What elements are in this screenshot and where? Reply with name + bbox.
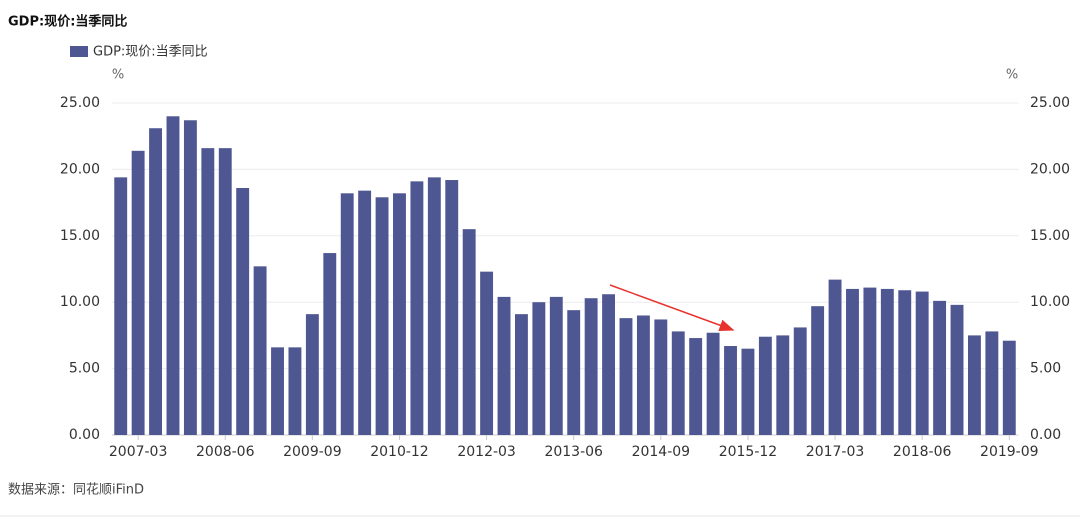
bar: [741, 348, 755, 435]
bar: [183, 120, 197, 435]
bar: [271, 347, 284, 435]
bar: [462, 229, 476, 435]
bar: [846, 288, 859, 435]
bar: [706, 332, 720, 435]
source-note: 数据来源：同花顺iFinD: [8, 482, 144, 498]
y-tick-label: 0.00: [69, 427, 100, 443]
bar: [201, 148, 215, 436]
bar: [393, 193, 406, 435]
bar: [793, 327, 807, 435]
bar: [985, 331, 999, 435]
bar: [619, 318, 633, 435]
bar: [567, 310, 581, 435]
x-tick-label: 2014-09: [632, 444, 691, 460]
x-tick-label: 2013-06: [544, 444, 603, 460]
bar: [671, 331, 685, 435]
bar: [532, 302, 546, 435]
bar: [480, 271, 494, 435]
bar: [828, 279, 842, 435]
y-unit: %: [112, 68, 124, 83]
bar: [236, 187, 250, 435]
y2-tick-label: 10.00: [1030, 294, 1070, 310]
y-tick-label: 25.00: [60, 95, 100, 111]
bar: [584, 298, 598, 435]
y2-tick-label: 0.00: [1030, 427, 1061, 443]
bar: [323, 253, 337, 435]
bar: [724, 346, 737, 435]
bar: [253, 266, 267, 435]
x-tick-label: 2008-06: [196, 444, 255, 460]
legend-swatch: [70, 46, 88, 57]
bar: [863, 287, 877, 435]
y-tick-label: 15.00: [60, 228, 100, 244]
bar: [933, 300, 947, 435]
bar: [514, 314, 528, 435]
y2-tick-label: 15.00: [1030, 228, 1070, 244]
bar: [549, 296, 563, 435]
y-tick-label: 10.00: [60, 294, 100, 310]
bar: [410, 181, 424, 435]
bar: [880, 288, 894, 435]
y-tick-label: 20.00: [60, 161, 100, 177]
bar: [689, 338, 703, 435]
bar: [915, 291, 929, 435]
x-tick-label: 2015-12: [719, 444, 778, 460]
chart-title: GDP:现价:当季同比: [8, 14, 127, 30]
bar: [427, 177, 441, 436]
x-tick-label: 2019-09: [980, 444, 1039, 460]
x-tick-label: 2010-12: [370, 444, 429, 460]
bar: [131, 150, 145, 436]
x-tick-label: 2012-03: [457, 444, 516, 460]
bar: [114, 177, 128, 436]
bar: [445, 180, 459, 435]
x-tick-label: 2007-03: [109, 444, 168, 460]
bar: [967, 335, 981, 435]
bar: [340, 193, 354, 435]
bar: [218, 148, 232, 436]
bar: [602, 294, 616, 435]
y-tick-label: 5.00: [69, 361, 100, 377]
y2-tick-label: 5.00: [1030, 361, 1061, 377]
annotation-arrow: [609, 284, 735, 331]
bar: [950, 304, 964, 435]
x-tick-label: 2017-03: [806, 444, 865, 460]
bar: [305, 314, 319, 435]
bar: [776, 335, 790, 435]
bar: [654, 319, 668, 435]
bar: [375, 197, 389, 435]
y2-tick-label: 20.00: [1030, 161, 1070, 177]
bar: [288, 347, 302, 435]
y2-tick-label: 25.00: [1030, 95, 1070, 111]
bar: [898, 290, 912, 435]
bar: [1002, 340, 1016, 435]
y2-unit: %: [1006, 68, 1018, 83]
bar: [358, 190, 372, 435]
x-tick-label: 2018-06: [893, 444, 952, 460]
bar: [166, 116, 180, 435]
bar: [497, 296, 511, 435]
legend-label: GDP:现价:当季同比: [93, 45, 208, 60]
x-tick-label: 2009-09: [283, 444, 342, 460]
bar: [636, 315, 650, 435]
bar: [149, 128, 163, 435]
bar: [758, 336, 772, 435]
bar: [811, 306, 825, 435]
